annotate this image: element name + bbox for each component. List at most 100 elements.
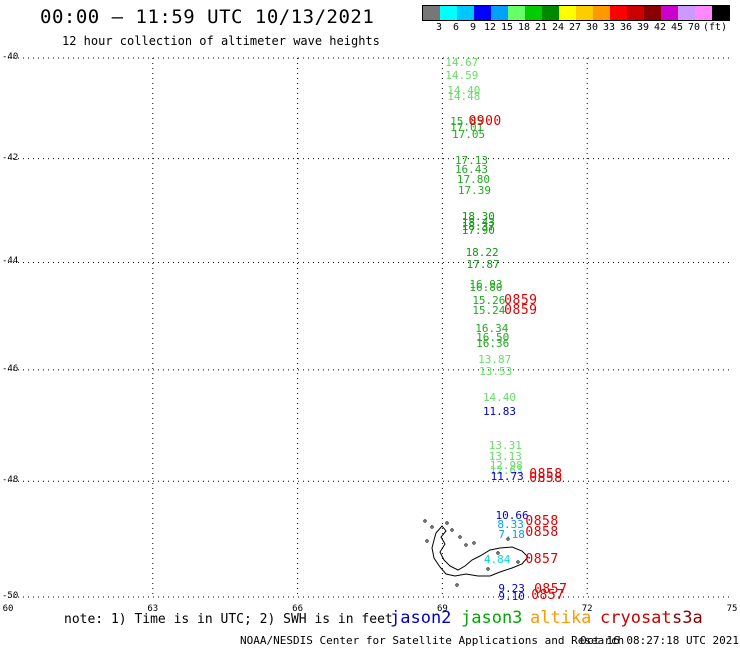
pass-time-label: 0858 [525, 524, 559, 540]
lon-label: 69 [436, 604, 448, 614]
islet-outline [472, 541, 476, 545]
wave-height-label: 14.40 [482, 391, 517, 405]
legend-swatch [576, 6, 593, 20]
lon-label: 63 [147, 604, 159, 614]
legend-label: 42 [653, 22, 667, 33]
pass-time-label: 0858 [529, 471, 563, 487]
legend-label: 70 [687, 22, 701, 33]
legend-swatch [644, 6, 661, 20]
satellite-legend-jason2: jason2 [390, 608, 452, 628]
islet-outline [423, 519, 427, 523]
islet-outline [486, 567, 490, 571]
pass-time-label: 0859 [504, 303, 538, 319]
wave-height-label: 17.39 [457, 184, 491, 198]
pass-time-label: 0858 [525, 514, 559, 530]
wave-height-label: 14.48 [447, 90, 481, 104]
islet-outline [458, 535, 462, 539]
wave-height-label: 17.05 [452, 128, 486, 142]
legend-label: 15 [500, 22, 514, 33]
lat-label: -50 [2, 591, 19, 601]
wave-height-label: 13.53 [479, 364, 513, 378]
legend-swatch [627, 6, 644, 20]
wave-height-label: 16.36 [476, 336, 510, 350]
legend-swatch [661, 6, 678, 20]
legend-label: 6 [452, 22, 460, 33]
pass-time-label: 0900 [468, 113, 502, 129]
legend-swatch [542, 6, 559, 20]
wave-height-label: 16.93 [469, 277, 503, 291]
islet-outline [464, 543, 468, 547]
legend-label: 33 [602, 22, 616, 33]
islet-outline [425, 539, 429, 543]
chart-subtitle: 12 hour collection of altimeter wave hei… [62, 34, 380, 48]
wave-height-label: 14.59 [445, 69, 479, 83]
wave-height-label: 17.90 [461, 223, 495, 237]
satellite-legend-altika: altika [530, 608, 592, 628]
legend-label: 30 [585, 22, 599, 33]
legend-label: 24 [551, 22, 565, 33]
wave-height-label: 16.50 [476, 331, 510, 345]
wave-height-label: 18.22 [465, 245, 499, 259]
wave-height-label: 13.13 [488, 449, 522, 463]
wave-height-label: 11.73 [490, 469, 524, 483]
legend-swatch [457, 6, 474, 20]
legend-swatch [695, 6, 712, 20]
pass-time-label: 0859 [504, 292, 538, 308]
pass-time-label: 0858 [529, 467, 563, 483]
lon-label: 72 [581, 604, 593, 614]
legend-label: 45 [670, 22, 684, 33]
legend-swatch [559, 6, 576, 20]
legend-label: 21 [534, 22, 548, 33]
footer-credit: NOAA/NESDIS Center for Satellite Applica… [240, 634, 625, 647]
wave-height-label: 18.43 [461, 215, 495, 229]
legend-label: 9 [469, 22, 477, 33]
lat-label: -40 [2, 52, 19, 62]
lon-label: 60 [2, 604, 14, 614]
wave-height-label: 16.43 [454, 162, 489, 176]
wave-height-label: 16.34 [475, 322, 509, 336]
wave-height-label: 7.18 [498, 528, 525, 542]
wave-height-label: 14.67 [445, 55, 479, 69]
legend-label: 36 [619, 22, 633, 33]
islet-outline [455, 583, 459, 587]
lat-label: -42 [2, 152, 19, 163]
islet-outline [430, 525, 434, 529]
lat-label: -48 [2, 475, 19, 486]
color-legend [422, 5, 730, 21]
wave-height-label: 14.40 [447, 84, 481, 98]
wave-height-label: 17.13 [454, 153, 489, 167]
wave-height-label: 11.83 [482, 404, 517, 418]
legend-swatch [593, 6, 610, 20]
satellite-legend-cryosat: cryosat [600, 608, 672, 628]
legend-label: 12 [483, 22, 497, 33]
satellite-legend-s3a: s3a [672, 608, 703, 628]
legend-label: 3 [435, 22, 443, 33]
legend-label: 39 [636, 22, 650, 33]
lon-label: 66 [292, 604, 304, 614]
note-text: note: 1) Time is in UTC; 2) SWH is in fe… [64, 612, 393, 627]
wave-height-label: 15.85 [450, 114, 484, 128]
wave-height-label: 9.23 [498, 582, 525, 596]
islet-outline [516, 560, 520, 564]
islet-outline [496, 551, 500, 555]
wave-height-label: 13.31 [488, 438, 522, 452]
pass-time-label: 0857 [531, 588, 565, 604]
wave-height-label: 16.80 [469, 281, 503, 295]
wave-height-label: 18.30 [461, 210, 495, 224]
pass-time-label: 0857 [534, 581, 568, 597]
wave-height-label: 12.63 [489, 463, 523, 477]
footer-timestamp: Oct 16 08:27:18 UTC 2021 [580, 634, 739, 647]
legend-label: 18 [517, 22, 531, 33]
wave-height-label: 9.10 [498, 589, 525, 603]
pass-time-label: 0857 [525, 551, 559, 567]
wave-height-label: 15.24 [472, 304, 506, 318]
wave-height-label: 18.37 [461, 219, 495, 233]
legend-swatch [678, 6, 695, 20]
wave-height-label: 17.87 [466, 257, 500, 271]
legend-label: (ft) [702, 22, 728, 33]
wave-height-label: 10.66 [495, 509, 529, 523]
wave-height-label: 17.01 [450, 120, 484, 134]
islet-outline [445, 521, 449, 525]
legend-swatch [491, 6, 508, 20]
